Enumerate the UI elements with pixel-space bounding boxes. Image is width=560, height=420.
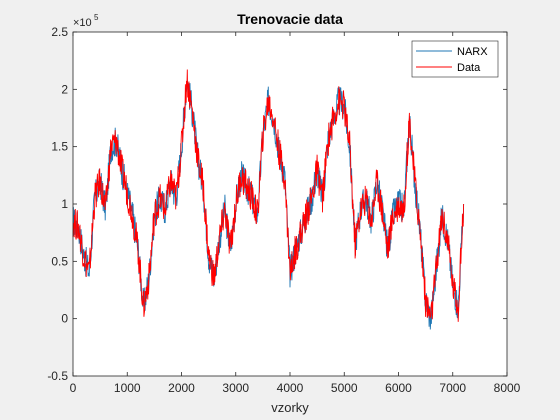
x-tick-label: 3000 <box>222 381 249 395</box>
x-tick-label: 6000 <box>385 381 412 395</box>
series-line-data <box>72 69 465 322</box>
y-axis: -0.5 0 0.5 1 1.5 2 2.5 <box>47 25 507 383</box>
legend: NARX Data <box>411 40 499 78</box>
x-tick-label: 0 <box>70 381 77 395</box>
y-tick-label: 0 <box>61 312 68 326</box>
plot-lines <box>72 69 465 330</box>
y-tick-label: 2.5 <box>51 25 68 39</box>
y-tick-label: 1.5 <box>51 140 68 154</box>
y-tick-label: 1 <box>61 197 68 211</box>
x-tick-label: 7000 <box>439 381 466 395</box>
y-exponent-power: 5 <box>94 13 99 22</box>
chart-title: Trenovacie data <box>237 11 343 27</box>
x-tick-label: 5000 <box>331 381 358 395</box>
y-tick-label: 2 <box>61 82 68 96</box>
y-tick-label: -0.5 <box>47 369 68 383</box>
x-tick-label: 8000 <box>494 381 521 395</box>
plot-background <box>73 32 507 376</box>
x-axis: 0 1000 2000 3000 4000 5000 6000 7000 8000 <box>70 32 521 395</box>
legend-box <box>411 40 499 78</box>
x-tick-label: 1000 <box>114 381 141 395</box>
x-tick-label: 2000 <box>168 381 195 395</box>
y-tick-label: 0.5 <box>51 254 68 268</box>
y-exponent-label: ×10 <box>73 17 92 29</box>
x-axis-label: vzorky <box>271 400 309 415</box>
legend-label-narx: NARX <box>457 46 488 58</box>
legend-label-data: Data <box>457 62 481 74</box>
series-line-narx <box>72 81 465 330</box>
x-tick-label: 4000 <box>277 381 304 395</box>
